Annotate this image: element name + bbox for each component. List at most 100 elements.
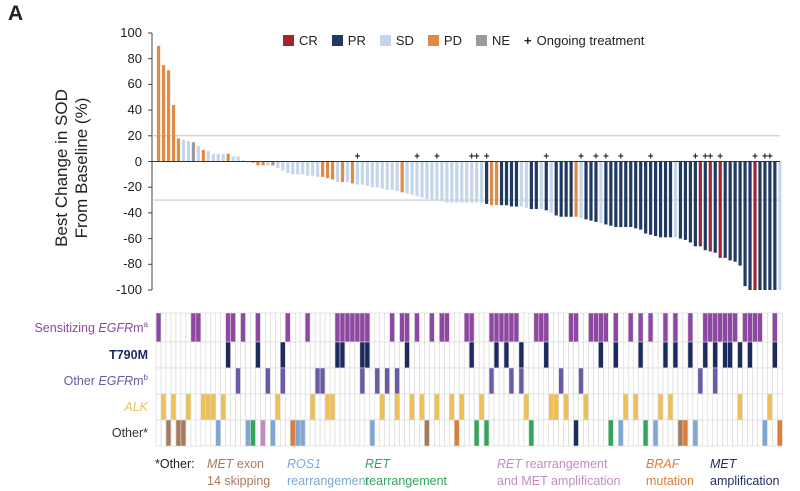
heatmap-cell (752, 393, 758, 421)
heatmap-cell (468, 419, 475, 447)
heatmap-cell (573, 312, 579, 343)
heatmap-cell (593, 393, 599, 421)
heatmap-cell (463, 367, 470, 395)
heatmap-cell (329, 312, 336, 343)
heatmap-cell (682, 367, 689, 395)
heatmap-cell (314, 367, 321, 395)
heatmap-cell (712, 341, 719, 369)
heatmap-cell (488, 393, 495, 421)
row-label-part: ALK (124, 400, 148, 415)
heatmap-cell (175, 312, 182, 343)
heatmap-cell (652, 312, 659, 343)
heatmap-cell (483, 341, 490, 369)
heatmap-cell (230, 341, 236, 369)
heatmap-cell (205, 341, 212, 369)
heatmap-cell (449, 312, 455, 343)
heatmap-cell (190, 312, 197, 343)
heatmap-cell (160, 312, 167, 343)
heatmap-cell (563, 341, 569, 369)
heatmap-cell (548, 419, 554, 447)
heatmap-cell (767, 367, 773, 395)
heatmap-cell (563, 419, 569, 447)
heatmap-cell (165, 367, 172, 395)
heatmap-cell (190, 341, 197, 369)
bar (514, 161, 519, 207)
heatmap-cell (717, 341, 723, 369)
heatmap-cell (195, 312, 202, 343)
heatmap-cell (523, 393, 530, 421)
heatmap-cell (717, 367, 723, 395)
bar (489, 161, 494, 206)
heatmap-cell (379, 341, 386, 369)
heatmap-cell (255, 367, 261, 395)
heatmap-cell (409, 341, 415, 369)
heatmap-cell (205, 419, 212, 447)
bar (485, 161, 489, 204)
heatmap-cell (737, 341, 743, 369)
bar (157, 45, 161, 162)
bar (688, 161, 692, 243)
heatmap-cell (662, 367, 669, 395)
heatmap-cell (175, 341, 182, 369)
heatmap-cell (185, 393, 192, 421)
bar (544, 161, 548, 211)
heatmap-cell (692, 393, 699, 421)
heatmap-cell (558, 393, 564, 421)
legend-label: Ongoing treatment (536, 33, 645, 48)
heatmap-cell (553, 367, 559, 395)
bar (504, 161, 509, 206)
bar (654, 161, 658, 237)
heatmap-cell (647, 393, 654, 421)
heatmap-cell (180, 312, 187, 343)
y-tick-label: 80 (127, 50, 142, 66)
heatmap-cell (503, 341, 510, 369)
heatmap-cell (205, 393, 212, 421)
heatmap-cell (622, 419, 629, 447)
heatmap-cell (374, 341, 381, 369)
heatmap-cell (250, 419, 256, 447)
heatmap-cell (478, 393, 485, 421)
heatmap-cell (613, 367, 619, 395)
y-tick-label: -80 (123, 256, 142, 272)
bar (350, 161, 355, 184)
heatmap-cell (593, 341, 599, 369)
heatmap-cell (687, 419, 694, 447)
bar (321, 161, 325, 177)
heatmap-cell (160, 341, 167, 369)
heatmap-cell (642, 312, 649, 343)
bar (634, 161, 638, 229)
heatmap-cell (205, 367, 212, 395)
bar (708, 161, 712, 252)
bar (211, 153, 215, 162)
heatmap-cell (528, 341, 535, 369)
heatmap-cell (210, 419, 217, 447)
ongoing-marker: + (543, 152, 549, 163)
heatmap-cell (558, 367, 564, 395)
heatmap-cell (652, 341, 659, 369)
heatmap-cell (260, 367, 266, 395)
heatmap-cell (747, 393, 753, 421)
heatmap-cell (697, 341, 704, 369)
bar (673, 161, 678, 238)
heatmap-cell (767, 393, 773, 421)
heatmap-cell (225, 312, 231, 343)
heatmap-cell (250, 341, 256, 369)
heatmap-cell (314, 393, 321, 421)
heatmap-cell (672, 312, 679, 343)
heatmap-cell (538, 341, 545, 369)
heatmap-cell (170, 419, 177, 447)
heatmap-cell (195, 419, 202, 447)
heatmap-cell (309, 393, 316, 421)
heatmap-cell (165, 419, 172, 447)
bar (311, 161, 315, 176)
heatmap-cell (210, 393, 217, 421)
heatmap-cell (289, 312, 296, 343)
heatmap-cell (523, 419, 530, 447)
heatmap-cell (299, 312, 306, 343)
heatmap-cell (319, 419, 326, 447)
heatmap-cell (389, 419, 395, 447)
bar (460, 161, 464, 203)
bar (718, 161, 722, 258)
heatmap-cell (742, 393, 748, 421)
heatmap-cell (369, 312, 376, 343)
